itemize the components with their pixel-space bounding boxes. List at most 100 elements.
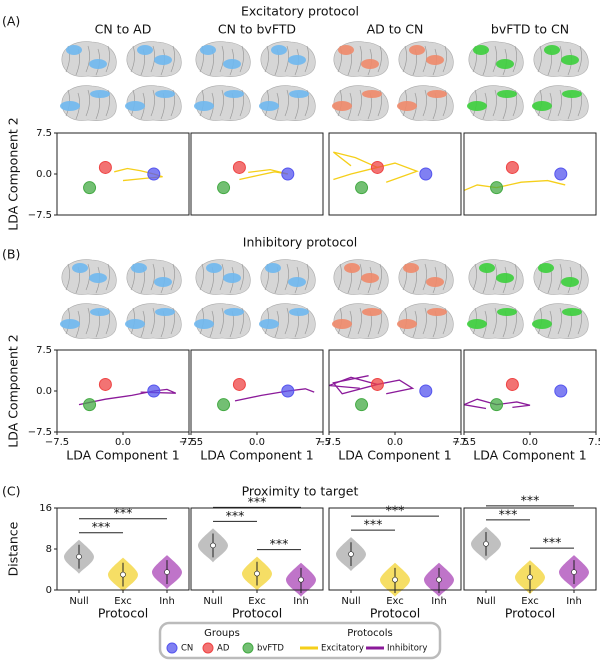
legend-marker [242,642,254,654]
significance-label: *** [386,503,405,518]
section-title: Excitatory protocol [241,4,359,19]
chart-title: AD to CN [367,22,424,37]
group-centroid [370,377,384,391]
brain [260,41,316,77]
x-tick-label: 0.0 [522,437,538,448]
x-axis-label: LDA Component 1 [338,448,451,463]
brain [260,259,316,295]
group-centroid [147,167,161,181]
group-centroid [505,160,519,174]
trajectory [239,171,288,181]
brain [60,85,117,121]
trajectory [333,166,378,181]
x-tick-label: 0.0 [387,437,403,448]
x-tick-label: Exc [248,596,266,607]
brain [126,259,182,295]
brain [332,85,389,121]
trajectory [114,167,154,175]
section-title: Proximity to target [242,484,359,499]
brain [333,41,389,77]
plot-frame [463,507,597,591]
y-tick-label: −7.5 [28,427,52,438]
plot-frame [328,349,462,433]
significance-label: *** [499,506,518,521]
brain [194,303,251,339]
trajectory [377,379,415,395]
brain [125,85,182,121]
group-centroid [554,167,568,181]
plot-frame [463,132,597,216]
legend-marker [166,642,178,654]
brain [398,41,454,77]
trajectory [333,151,378,169]
group-centroid [419,384,433,398]
median [571,569,577,575]
group-centroid [490,181,504,195]
x-axis-label: Protocol [232,606,282,621]
group-centroid [98,160,112,174]
plot-frame [328,132,462,216]
x-tick-label: Exc [386,596,404,607]
chart-title: bvFTD to CN [491,22,569,37]
median [164,569,170,575]
x-tick-label: Null [476,596,495,607]
x-axis-label: LDA Component 1 [200,448,313,463]
significance-label: *** [248,494,267,509]
brain [397,85,454,121]
brain [332,303,389,339]
legend-title: Protocols [347,628,393,639]
trajectory [496,179,566,189]
brain [532,303,589,339]
y-axis-label: Distance [6,521,21,576]
group-centroid [370,160,384,174]
legend-label: bvFTD [257,644,284,654]
x-tick-label: Null [69,596,88,607]
x-tick-label: Exc [521,596,539,607]
brain [468,41,524,77]
median [392,576,398,583]
brain [468,259,524,295]
group-centroid [355,398,369,412]
significance-label: *** [270,536,289,551]
median [120,571,126,578]
brain [532,85,589,121]
y-axis-label: LDA Component 2 [6,334,21,447]
trajectory [464,184,497,192]
plot-frame [56,349,190,433]
x-tick-label: 7.5 [453,437,469,448]
x-tick-label: 7.5 [315,437,331,448]
significance-label: *** [92,519,111,534]
legend-label: CN [181,644,193,654]
group-centroid [217,181,231,195]
brain [259,303,316,339]
trajectory [496,401,531,409]
x-tick-label: −7.5 [45,437,69,448]
brain [60,303,117,339]
plot-frame [463,349,597,433]
group-centroid [98,377,112,391]
x-axis-label: Protocol [370,606,420,621]
y-tick-label: −7.5 [28,210,52,221]
group-centroid [83,181,97,195]
median [527,574,533,580]
median [483,541,489,547]
trajectory [332,375,378,395]
trajectory [377,162,419,183]
x-tick-label: Inh [431,596,447,607]
x-tick-label: Inh [159,596,175,607]
x-axis-label: LDA Component 1 [66,448,179,463]
x-axis-label: Protocol [505,606,555,621]
brain [195,41,251,77]
group-centroid [232,160,246,174]
significance-label: *** [521,492,540,507]
brain [126,41,182,77]
group-centroid [147,384,161,398]
brain [259,85,316,121]
y-tick-label: 7.5 [36,345,52,356]
group-centroid [217,398,231,412]
plot-frame [190,349,324,433]
y-tick-label: 0 [46,585,52,596]
brain [467,303,524,339]
